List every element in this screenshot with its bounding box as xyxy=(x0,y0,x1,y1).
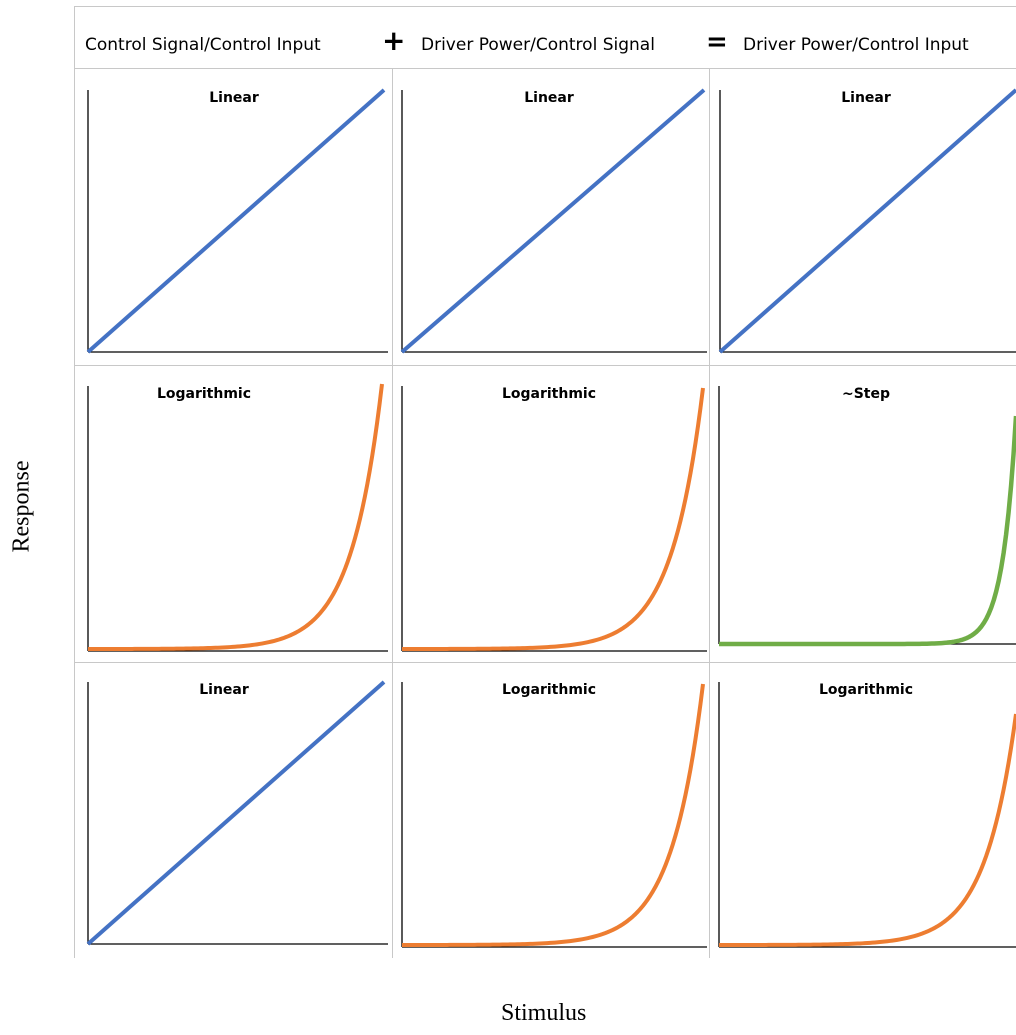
grid-row-divider-2 xyxy=(74,662,1016,663)
panel-title: Logarithmic xyxy=(502,386,596,402)
panel-r3c3: Logarithmic xyxy=(718,682,1016,948)
panel-title: Linear xyxy=(199,682,249,698)
panel-title: Linear xyxy=(841,90,891,106)
panel-r1c2: Linear xyxy=(400,88,707,354)
header-control-signal-control-input: Control Signal/Control Input xyxy=(85,35,321,55)
x-axis-title: Stimulus xyxy=(501,1000,587,1026)
panel-r3c1: Linear xyxy=(86,680,388,946)
grid-left-border xyxy=(74,6,75,958)
panel-title: ~Step xyxy=(842,386,890,402)
panel-r1c3: Linear xyxy=(718,88,1016,354)
logarithmic-series-line xyxy=(402,387,705,651)
plus-operator: + xyxy=(382,24,406,57)
step-series-line xyxy=(719,415,1016,647)
panel-title: Logarithmic xyxy=(819,682,913,698)
grid-row-divider-1 xyxy=(74,365,1016,366)
panel-r2c2: Logarithmic xyxy=(401,386,707,652)
header-driver-power-control-signal: Driver Power/Control Signal xyxy=(421,35,655,55)
panel-r3c2: Logarithmic xyxy=(401,682,707,948)
panel-title: Linear xyxy=(524,90,574,106)
panel-title: Linear xyxy=(209,90,259,106)
panel-r2c1: Logarithmic xyxy=(87,383,388,652)
logarithmic-series-line xyxy=(402,683,705,947)
header-driver-power-control-input: Driver Power/Control Input xyxy=(743,35,969,55)
panel-r1c1: Linear xyxy=(86,88,388,354)
logarithmic-series-line xyxy=(719,713,1016,947)
panel-title: Logarithmic xyxy=(157,386,251,402)
linear-series-line xyxy=(400,88,706,354)
equals-operator: = xyxy=(706,27,728,57)
logarithmic-series-line xyxy=(88,383,384,651)
linear-series-line xyxy=(718,88,1016,354)
panel-r2c3: ~Step xyxy=(718,386,1016,647)
linear-series-line xyxy=(86,680,386,946)
grid-col-divider-1 xyxy=(392,68,393,958)
grid-top-border xyxy=(74,6,1016,7)
linear-series-line xyxy=(86,88,386,354)
panel-title: Logarithmic xyxy=(502,682,596,698)
grid-header-divider xyxy=(74,68,1016,69)
grid-col-divider-2 xyxy=(709,68,710,958)
y-axis-title: Response xyxy=(8,460,35,553)
